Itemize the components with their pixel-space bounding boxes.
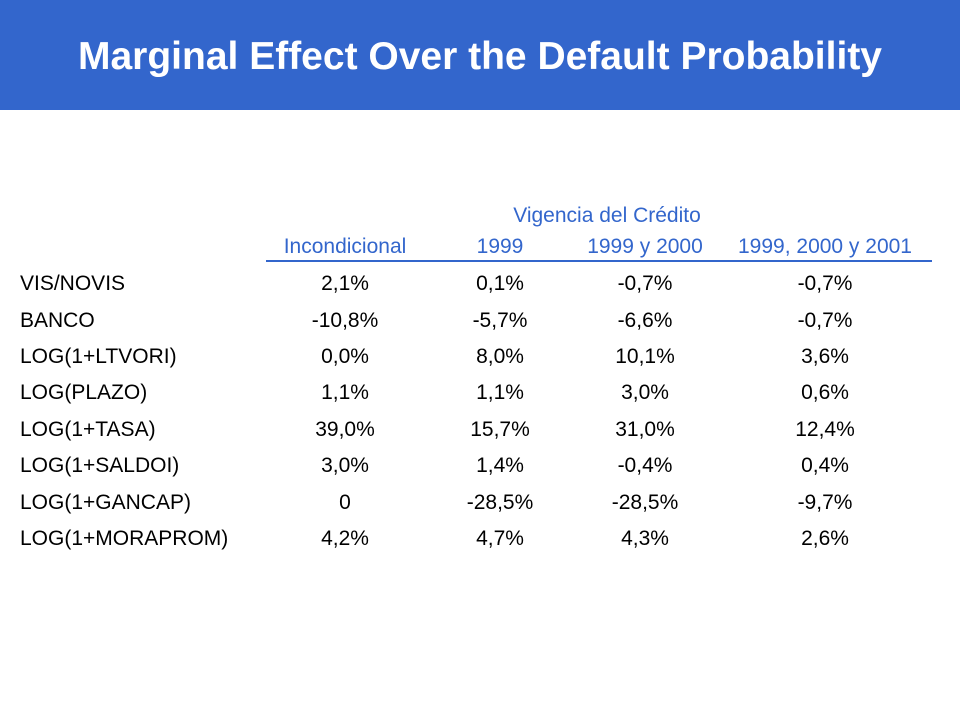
table-cell: -6,6% [617, 309, 673, 332]
table-cell: 12,4% [795, 418, 855, 441]
row-label: LOG(1+TASA) [20, 418, 156, 441]
row-label: BANCO [20, 309, 95, 332]
row-label: LOG(1+SALDOI) [20, 454, 180, 477]
column-header-1999: 1999 [476, 235, 524, 258]
title-banner: Marginal Effect Over the Default Probabi… [0, 0, 960, 110]
table-cell: 0,1% [476, 272, 524, 295]
table-cell: 0,4% [801, 454, 849, 477]
row-label: LOG(1+GANCAP) [20, 491, 191, 514]
table-cell: 10,1% [615, 345, 675, 368]
header-divider [266, 260, 932, 262]
table-cell: 0,6% [801, 381, 849, 404]
table-cell: 39,0% [315, 418, 375, 441]
column-header-1999-2000-2001: 1999, 2000 y 2001 [738, 235, 912, 258]
table-row: LOG(1+TASA) 39,0% 15,7% 31,0% 12,4% [0, 412, 960, 448]
table-row: VIS/NOVIS 2,1% 0,1% -0,7% -0,7% [0, 266, 960, 302]
table-cell: 8,0% [476, 345, 524, 368]
table-cell: 3,0% [621, 381, 669, 404]
table-cell: -10,8% [311, 309, 379, 332]
table-cell: 1,1% [476, 381, 524, 404]
table-cell: 3,0% [321, 454, 369, 477]
table-cell: 1,1% [321, 381, 369, 404]
table-cell: 1,4% [476, 454, 524, 477]
table-cell: -0,4% [617, 454, 673, 477]
column-header-incondicional: Incondicional [283, 235, 407, 258]
table-cell: 4,2% [321, 527, 369, 550]
table-row: LOG(1+GANCAP) 0 -28,5% -28,5% -9,7% [0, 485, 960, 521]
table-cell: -28,5% [466, 491, 534, 514]
table-row: BANCO -10,8% -5,7% -6,6% -0,7% [0, 303, 960, 339]
table-row: LOG(PLAZO) 1,1% 1,1% 3,0% 0,6% [0, 375, 960, 411]
table-cell: 31,0% [615, 418, 675, 441]
column-header-1999-2000: 1999 y 2000 [587, 235, 703, 258]
table-cell: -28,5% [611, 491, 679, 514]
table-cell: -0,7% [797, 309, 853, 332]
table-row: LOG(1+MORAPROM) 4,2% 4,7% 4,3% 2,6% [0, 521, 960, 557]
page-title: Marginal Effect Over the Default Probabi… [78, 35, 882, 78]
table-cell: 4,3% [621, 527, 669, 550]
table-cell: 2,1% [321, 272, 369, 295]
table-cell: 4,7% [476, 527, 524, 550]
table-cell: -5,7% [472, 309, 528, 332]
table-cell: -0,7% [617, 272, 673, 295]
row-label: VIS/NOVIS [20, 272, 126, 295]
row-label: LOG(1+MORAPROM) [20, 527, 229, 550]
table-cell: 2,6% [801, 527, 849, 550]
table-cell: 3,6% [801, 345, 849, 368]
table-cell: 0 [339, 491, 351, 514]
table-cell: 15,7% [470, 418, 530, 441]
row-label: LOG(1+LTVORI) [20, 345, 177, 368]
table-row: LOG(1+SALDOI) 3,0% 1,4% -0,4% 0,4% [0, 448, 960, 484]
column-group-header: Vigencia del Crédito [513, 204, 701, 227]
table-cell: 0,0% [321, 345, 369, 368]
table-cell: -9,7% [797, 491, 853, 514]
row-label: LOG(PLAZO) [20, 381, 148, 404]
table-row: LOG(1+LTVORI) 0,0% 8,0% 10,1% 3,6% [0, 339, 960, 375]
table-cell: -0,7% [797, 272, 853, 295]
